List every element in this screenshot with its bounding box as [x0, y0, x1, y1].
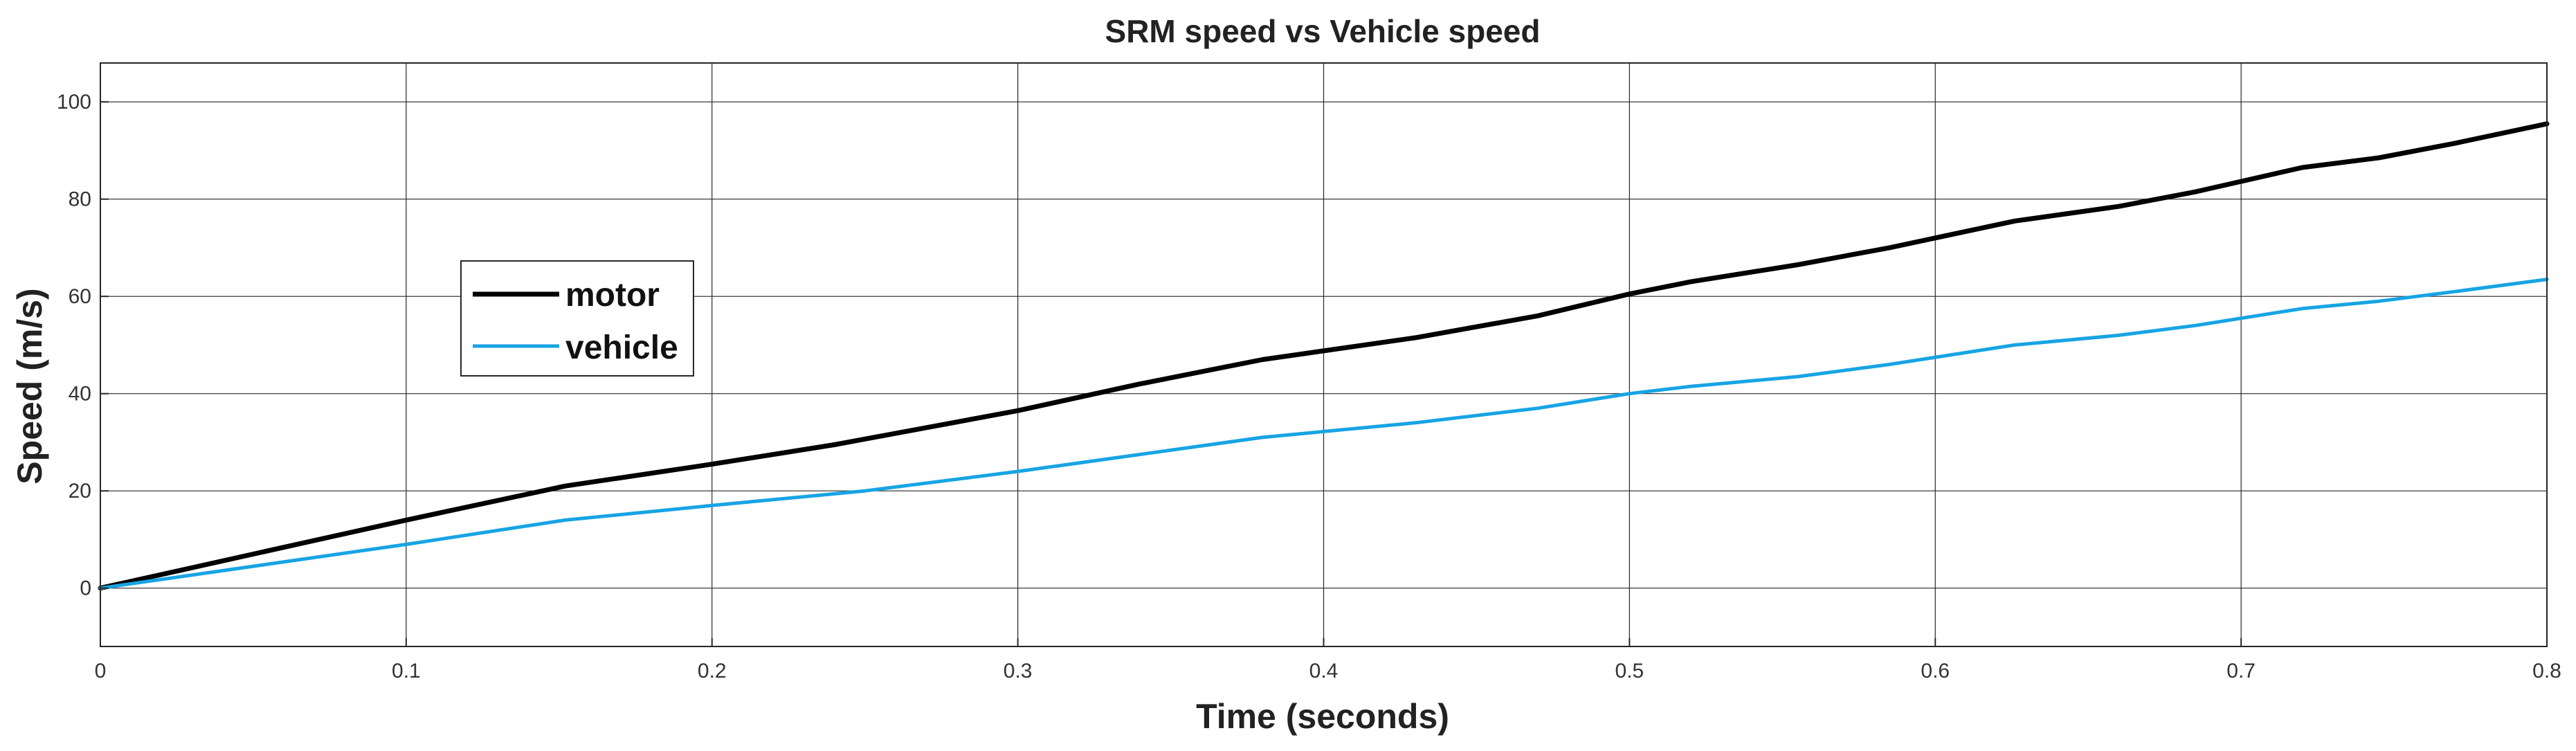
- legend-label-motor: motor: [565, 277, 660, 314]
- x-tick-label: 0.2: [698, 660, 727, 682]
- series-line-motor: [98, 121, 2550, 591]
- x-tick-label: 0.7: [2226, 660, 2256, 682]
- y-axis-label: Speed (m/s): [10, 288, 49, 484]
- y-axis-ticks: 0 20 40 60 80 100: [57, 91, 109, 600]
- x-tick-label: 0.1: [392, 660, 421, 682]
- y-tick-label: 80: [69, 188, 91, 211]
- x-axis-ticks: 0 0.1 0.2 0.3 0.4 0.5 0.6 0.7 0.8: [95, 638, 2561, 682]
- x-tick-label: 0.4: [1309, 660, 1339, 682]
- x-tick-label: 0: [95, 660, 107, 682]
- legend: motor vehicle: [460, 260, 694, 377]
- y-tick-label: 40: [69, 383, 91, 406]
- x-tick-label: 0.3: [1004, 660, 1033, 682]
- legend-box: [460, 260, 694, 377]
- y-tick-label: 60: [69, 285, 91, 308]
- legend-label-vehicle: vehicle: [565, 329, 678, 366]
- x-tick-label: 0.6: [1921, 660, 1950, 682]
- x-tick-label: 0.8: [2532, 660, 2561, 682]
- y-tick-label: 0: [80, 577, 91, 600]
- y-tick-label: 20: [69, 480, 91, 503]
- series-line-vehicle: [98, 278, 2549, 590]
- chart-title: SRM speed vs Vehicle speed: [1105, 13, 1541, 49]
- series-layer: [98, 121, 2550, 591]
- x-axis-label: Time (seconds): [1196, 697, 1449, 736]
- y-tick-label: 100: [57, 91, 91, 114]
- x-tick-label: 0.5: [1615, 660, 1644, 682]
